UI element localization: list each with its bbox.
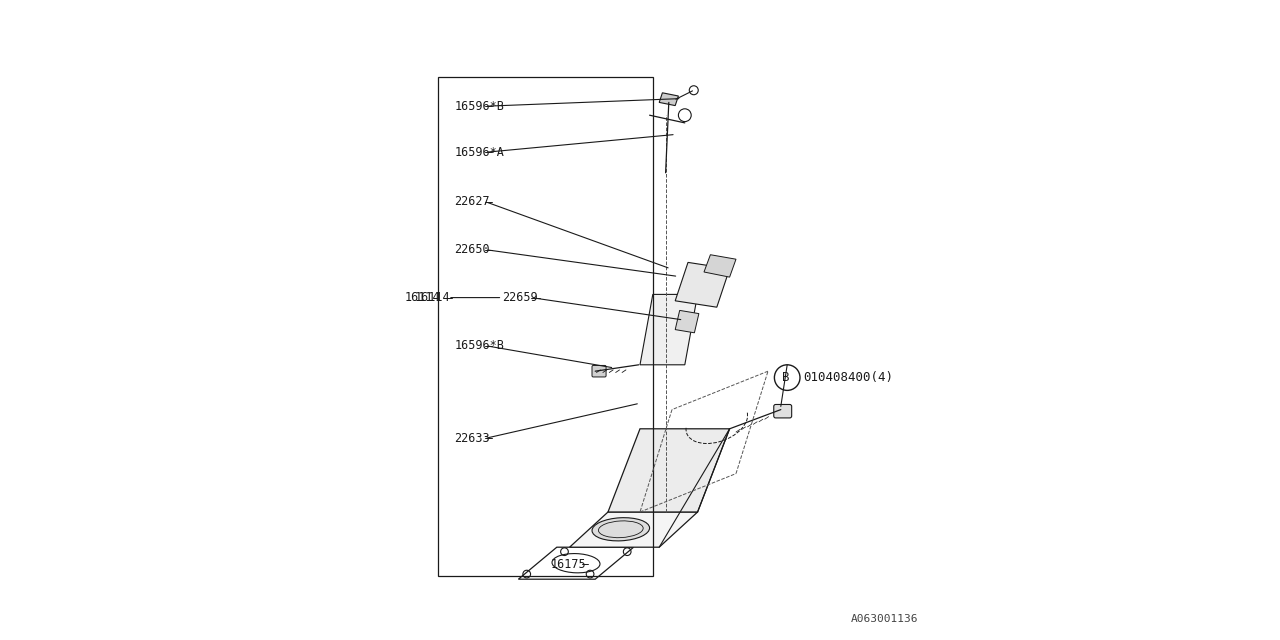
Text: 22659: 22659 bbox=[502, 291, 538, 304]
Text: 16175: 16175 bbox=[550, 558, 586, 571]
Text: 22627: 22627 bbox=[454, 195, 490, 208]
Polygon shape bbox=[570, 512, 698, 547]
FancyBboxPatch shape bbox=[591, 365, 607, 377]
Bar bbox=[438, 77, 653, 576]
Polygon shape bbox=[704, 255, 736, 277]
Polygon shape bbox=[676, 262, 730, 307]
Ellipse shape bbox=[593, 518, 649, 541]
Polygon shape bbox=[640, 294, 698, 365]
Text: 16596*B: 16596*B bbox=[454, 339, 504, 352]
Text: 010408400(4): 010408400(4) bbox=[804, 371, 893, 384]
Polygon shape bbox=[608, 429, 730, 512]
Text: 16596*A: 16596*A bbox=[454, 146, 504, 159]
Text: 16114: 16114 bbox=[415, 291, 451, 304]
Polygon shape bbox=[676, 310, 699, 333]
Text: 16596*B: 16596*B bbox=[454, 100, 504, 113]
Text: B: B bbox=[782, 371, 788, 384]
FancyBboxPatch shape bbox=[773, 404, 791, 418]
Text: 16114: 16114 bbox=[404, 291, 440, 304]
Text: A063001136: A063001136 bbox=[851, 614, 919, 624]
Text: 22633: 22633 bbox=[454, 432, 490, 445]
Polygon shape bbox=[659, 93, 678, 106]
Text: 22650: 22650 bbox=[454, 243, 490, 256]
